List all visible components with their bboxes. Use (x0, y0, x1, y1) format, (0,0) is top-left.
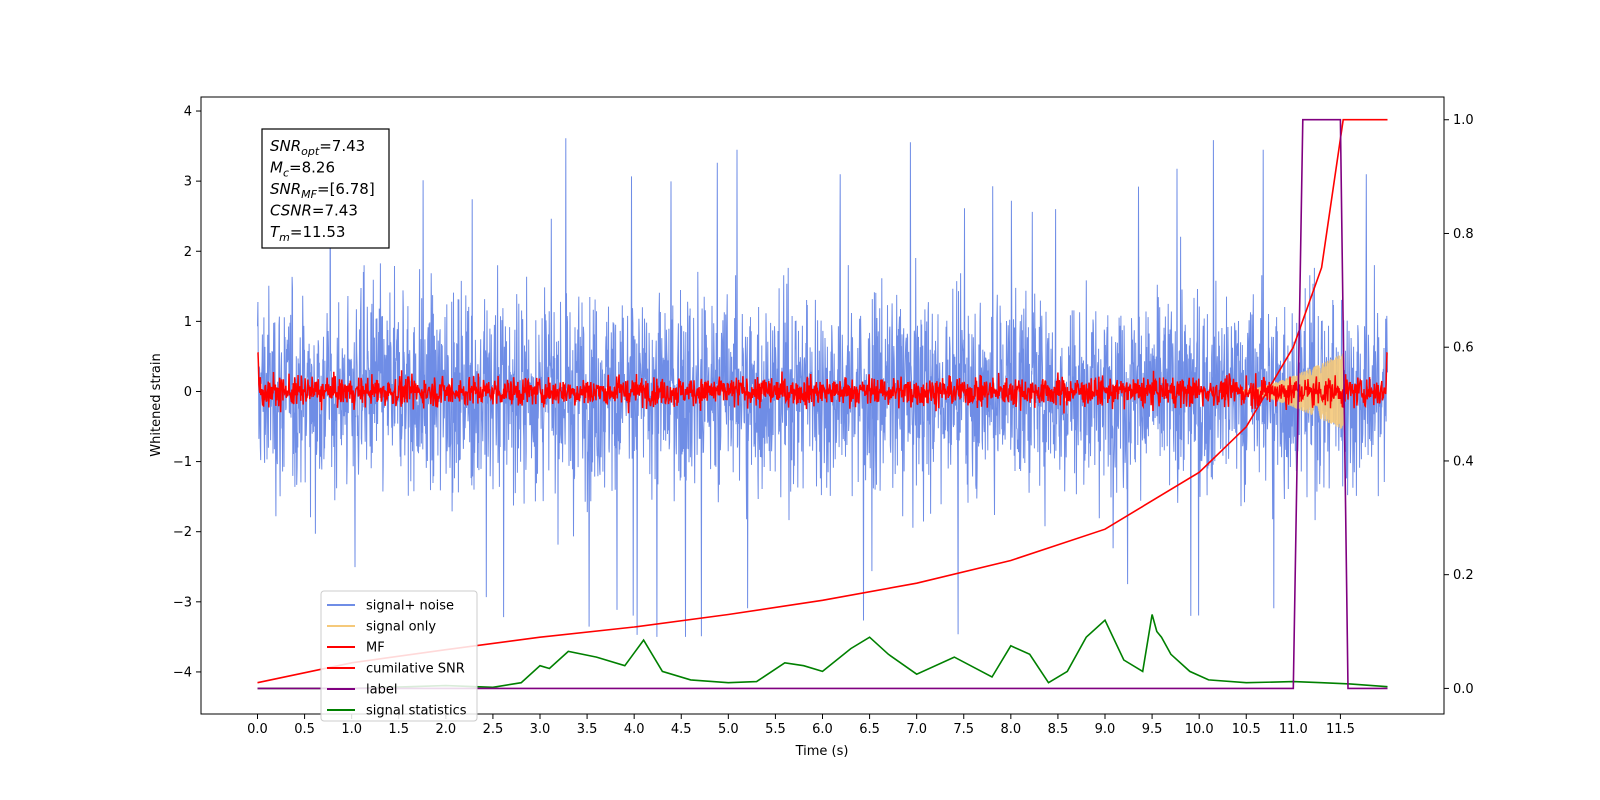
x-axis: 0.0 0.5 1.0 1.5 2.0 2.5 3.0 3.5 4.0 4.5 5.0 5.5 6.0 6… (247, 714, 1355, 737)
x-tick-label: 10.0 (1185, 722, 1214, 737)
y2-tick-label: 0.2 (1453, 568, 1474, 583)
x-axis-label: Time (s) (795, 744, 849, 759)
legend-label: label (366, 683, 397, 698)
x-tick-label: 8.5 (1048, 722, 1069, 737)
annotation-line: Tm=11.53 (270, 223, 345, 244)
x-tick-label: 7.5 (953, 722, 974, 737)
y2-tick-label: 0.4 (1453, 454, 1474, 469)
y-tick-label: 4 (184, 105, 192, 120)
series-signal-statistics (257, 614, 1388, 690)
x-tick-label: 7.0 (906, 722, 927, 737)
x-tick-label: 1.5 (388, 722, 409, 737)
y-tick-label: 0 (184, 385, 192, 400)
y-tick-label: 3 (184, 175, 192, 190)
annotation-line: SNRMF=[6.78] (270, 180, 375, 201)
x-tick-label: 4.0 (624, 722, 645, 737)
y-axis-label: Whitened strain (149, 353, 164, 456)
y2-tick-label: 0.6 (1453, 341, 1474, 356)
x-tick-label: 9.5 (1142, 722, 1163, 737)
x-tick-label: 5.5 (765, 722, 786, 737)
series-label (257, 118, 1388, 690)
y-tick-label: −4 (173, 665, 192, 680)
y-tick-label: 2 (184, 245, 192, 260)
series-cumulative-snr (257, 118, 1388, 684)
x-tick-label: 3.0 (530, 722, 551, 737)
legend: signal+ noise signal only MF cumilative SNR… (320, 590, 478, 722)
y-axis-right: 1.0 0.8 0.6 0.4 0.2 0.0 (1444, 113, 1474, 697)
legend-label: signal+ noise (366, 599, 454, 614)
legend-label: MF (366, 641, 385, 656)
y-tick-label: −1 (173, 455, 192, 470)
legend-label: cumilative SNR (366, 662, 465, 677)
x-tick-label: 2.5 (483, 722, 504, 737)
legend-label: signal only (366, 620, 436, 635)
x-tick-label: 11.5 (1326, 722, 1355, 737)
x-tick-label: 4.5 (671, 722, 692, 737)
x-tick-label: 3.5 (577, 722, 598, 737)
y-axis-left: 4 3 2 1 0 −1 −2 −3 −4 (173, 105, 201, 680)
annotation-line: SNRopt=7.43 (270, 137, 365, 158)
annotation-line: Mc=8.26 (270, 159, 335, 180)
y-tick-label: 1 (184, 315, 192, 330)
series-signal-noise (257, 138, 1388, 637)
series-mf (257, 352, 1388, 414)
x-tick-label: 11.0 (1279, 722, 1308, 737)
x-tick-label: 2.0 (435, 722, 456, 737)
x-tick-label: 0.5 (294, 722, 315, 737)
x-tick-label: 5.0 (718, 722, 739, 737)
x-tick-label: 8.0 (1000, 722, 1021, 737)
x-tick-label: 9.0 (1095, 722, 1116, 737)
x-tick-label: 6.0 (812, 722, 833, 737)
y2-tick-label: 0.0 (1453, 682, 1474, 697)
x-tick-label: 0.0 (247, 722, 268, 737)
y-tick-label: −3 (173, 595, 192, 610)
annotation-line: CSNR=7.43 (270, 202, 358, 220)
y-tick-label: −2 (173, 525, 192, 540)
y2-tick-label: 0.8 (1453, 227, 1474, 242)
x-tick-label: 1.0 (341, 722, 362, 737)
legend-label: signal statistics (366, 704, 467, 719)
series-layer (257, 118, 1388, 690)
x-tick-label: 6.5 (859, 722, 880, 737)
x-tick-label: 10.5 (1232, 722, 1261, 737)
y2-tick-label: 1.0 (1453, 113, 1474, 128)
